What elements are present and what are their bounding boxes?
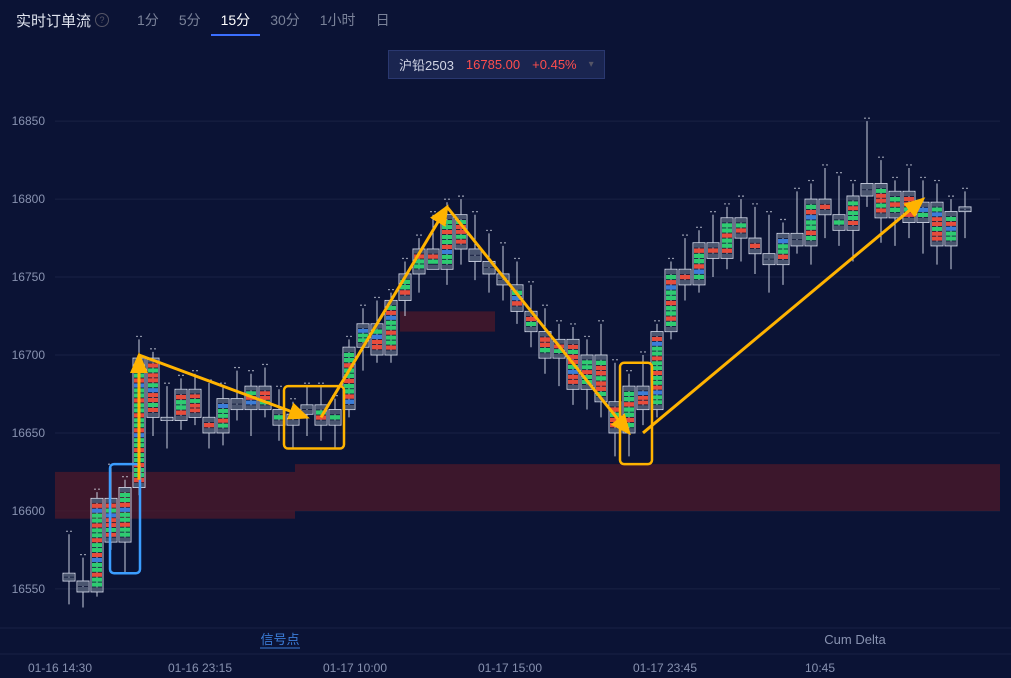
svg-text:10:45: 10:45 [805, 661, 835, 675]
svg-text:01-17 10:00: 01-17 10:00 [323, 661, 387, 675]
svg-text:16600: 16600 [12, 504, 46, 518]
svg-text:信号点: 信号点 [260, 632, 299, 647]
svg-text:01-17 23:45: 01-17 23:45 [633, 661, 697, 675]
svg-text:16750: 16750 [12, 270, 46, 284]
instrument-price: 16785.00 [466, 57, 520, 72]
chart-area: 16550 16600 16650 16700 16750 16800 16850 信号点 Cu… [0, 80, 1011, 678]
timeframe-tab-5分[interactable]: 5分 [169, 6, 211, 34]
svg-text:16800: 16800 [12, 192, 46, 206]
timeframe-tab-15分[interactable]: 15分 [211, 6, 261, 36]
help-icon[interactable]: ? [95, 13, 109, 27]
svg-text:16700: 16700 [12, 348, 46, 362]
instrument-name: 沪铅2503 [399, 55, 454, 74]
svg-text:16650: 16650 [12, 426, 46, 440]
svg-text:16550: 16550 [12, 582, 46, 596]
timeframe-tabs: 1分5分15分30分1小时日 [127, 10, 400, 30]
timeframe-tab-30分[interactable]: 30分 [260, 6, 310, 34]
instrument-change: +0.45% [532, 57, 576, 72]
svg-text:16850: 16850 [12, 114, 46, 128]
svg-text:01-16 14:30: 01-16 14:30 [28, 661, 92, 675]
instrument-badge[interactable]: 沪铅2503 16785.00 +0.45% ▾ [388, 50, 605, 79]
svg-text:01-16 23:15: 01-16 23:15 [168, 661, 232, 675]
header-bar: 实时订单流 ? 1分5分15分30分1小时日 [0, 0, 1011, 40]
chevron-down-icon: ▾ [589, 59, 594, 70]
timeframe-tab-日[interactable]: 日 [366, 6, 400, 34]
timeframe-tab-1小时[interactable]: 1小时 [310, 6, 366, 34]
svg-text:01-17 15:00: 01-17 15:00 [478, 661, 542, 675]
timeframe-tab-1分[interactable]: 1分 [127, 6, 169, 34]
svg-text:Cum Delta: Cum Delta [824, 632, 886, 647]
orderflow-chart[interactable]: 16550 16600 16650 16700 16750 16800 16850 信号点 Cu… [0, 80, 1011, 678]
page-title: 实时订单流 [16, 10, 91, 31]
